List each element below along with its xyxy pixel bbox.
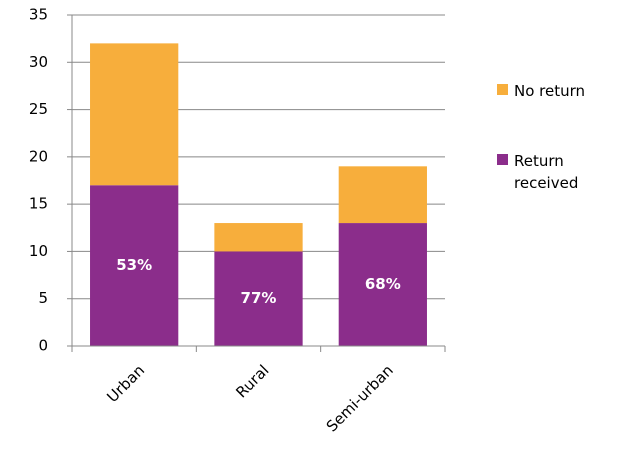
x-tick-label: Urban (103, 361, 148, 406)
legend-swatch (497, 154, 508, 165)
y-tick-label: 35 (29, 6, 48, 24)
bar-segment (214, 223, 303, 252)
y-tick-label: 5 (38, 289, 48, 307)
legend-label: Return received (514, 152, 579, 192)
percent-label: 77% (241, 289, 277, 307)
y-tick-label: 15 (29, 195, 48, 213)
y-tick-label: 25 (29, 100, 48, 118)
legend-entry: No return (497, 80, 637, 102)
bar-segment (338, 223, 427, 346)
y-tick-label: 30 (29, 53, 48, 71)
x-tick-label: Semi-urban (323, 361, 397, 435)
legend-swatch (497, 84, 508, 95)
bar-segment (90, 185, 179, 346)
y-tick-label: 20 (29, 147, 48, 165)
x-tick-label: Rural (232, 361, 272, 401)
y-tick-label: 0 (38, 337, 48, 355)
percent-label: 68% (365, 275, 401, 293)
bar-segment (90, 43, 179, 186)
legend-entry: Return received (497, 150, 599, 194)
bar-segment (338, 166, 427, 224)
percent-label: 53% (116, 256, 152, 274)
legend-label: No return (514, 82, 586, 100)
bar-segment (214, 251, 303, 346)
y-tick-label: 10 (29, 242, 48, 260)
